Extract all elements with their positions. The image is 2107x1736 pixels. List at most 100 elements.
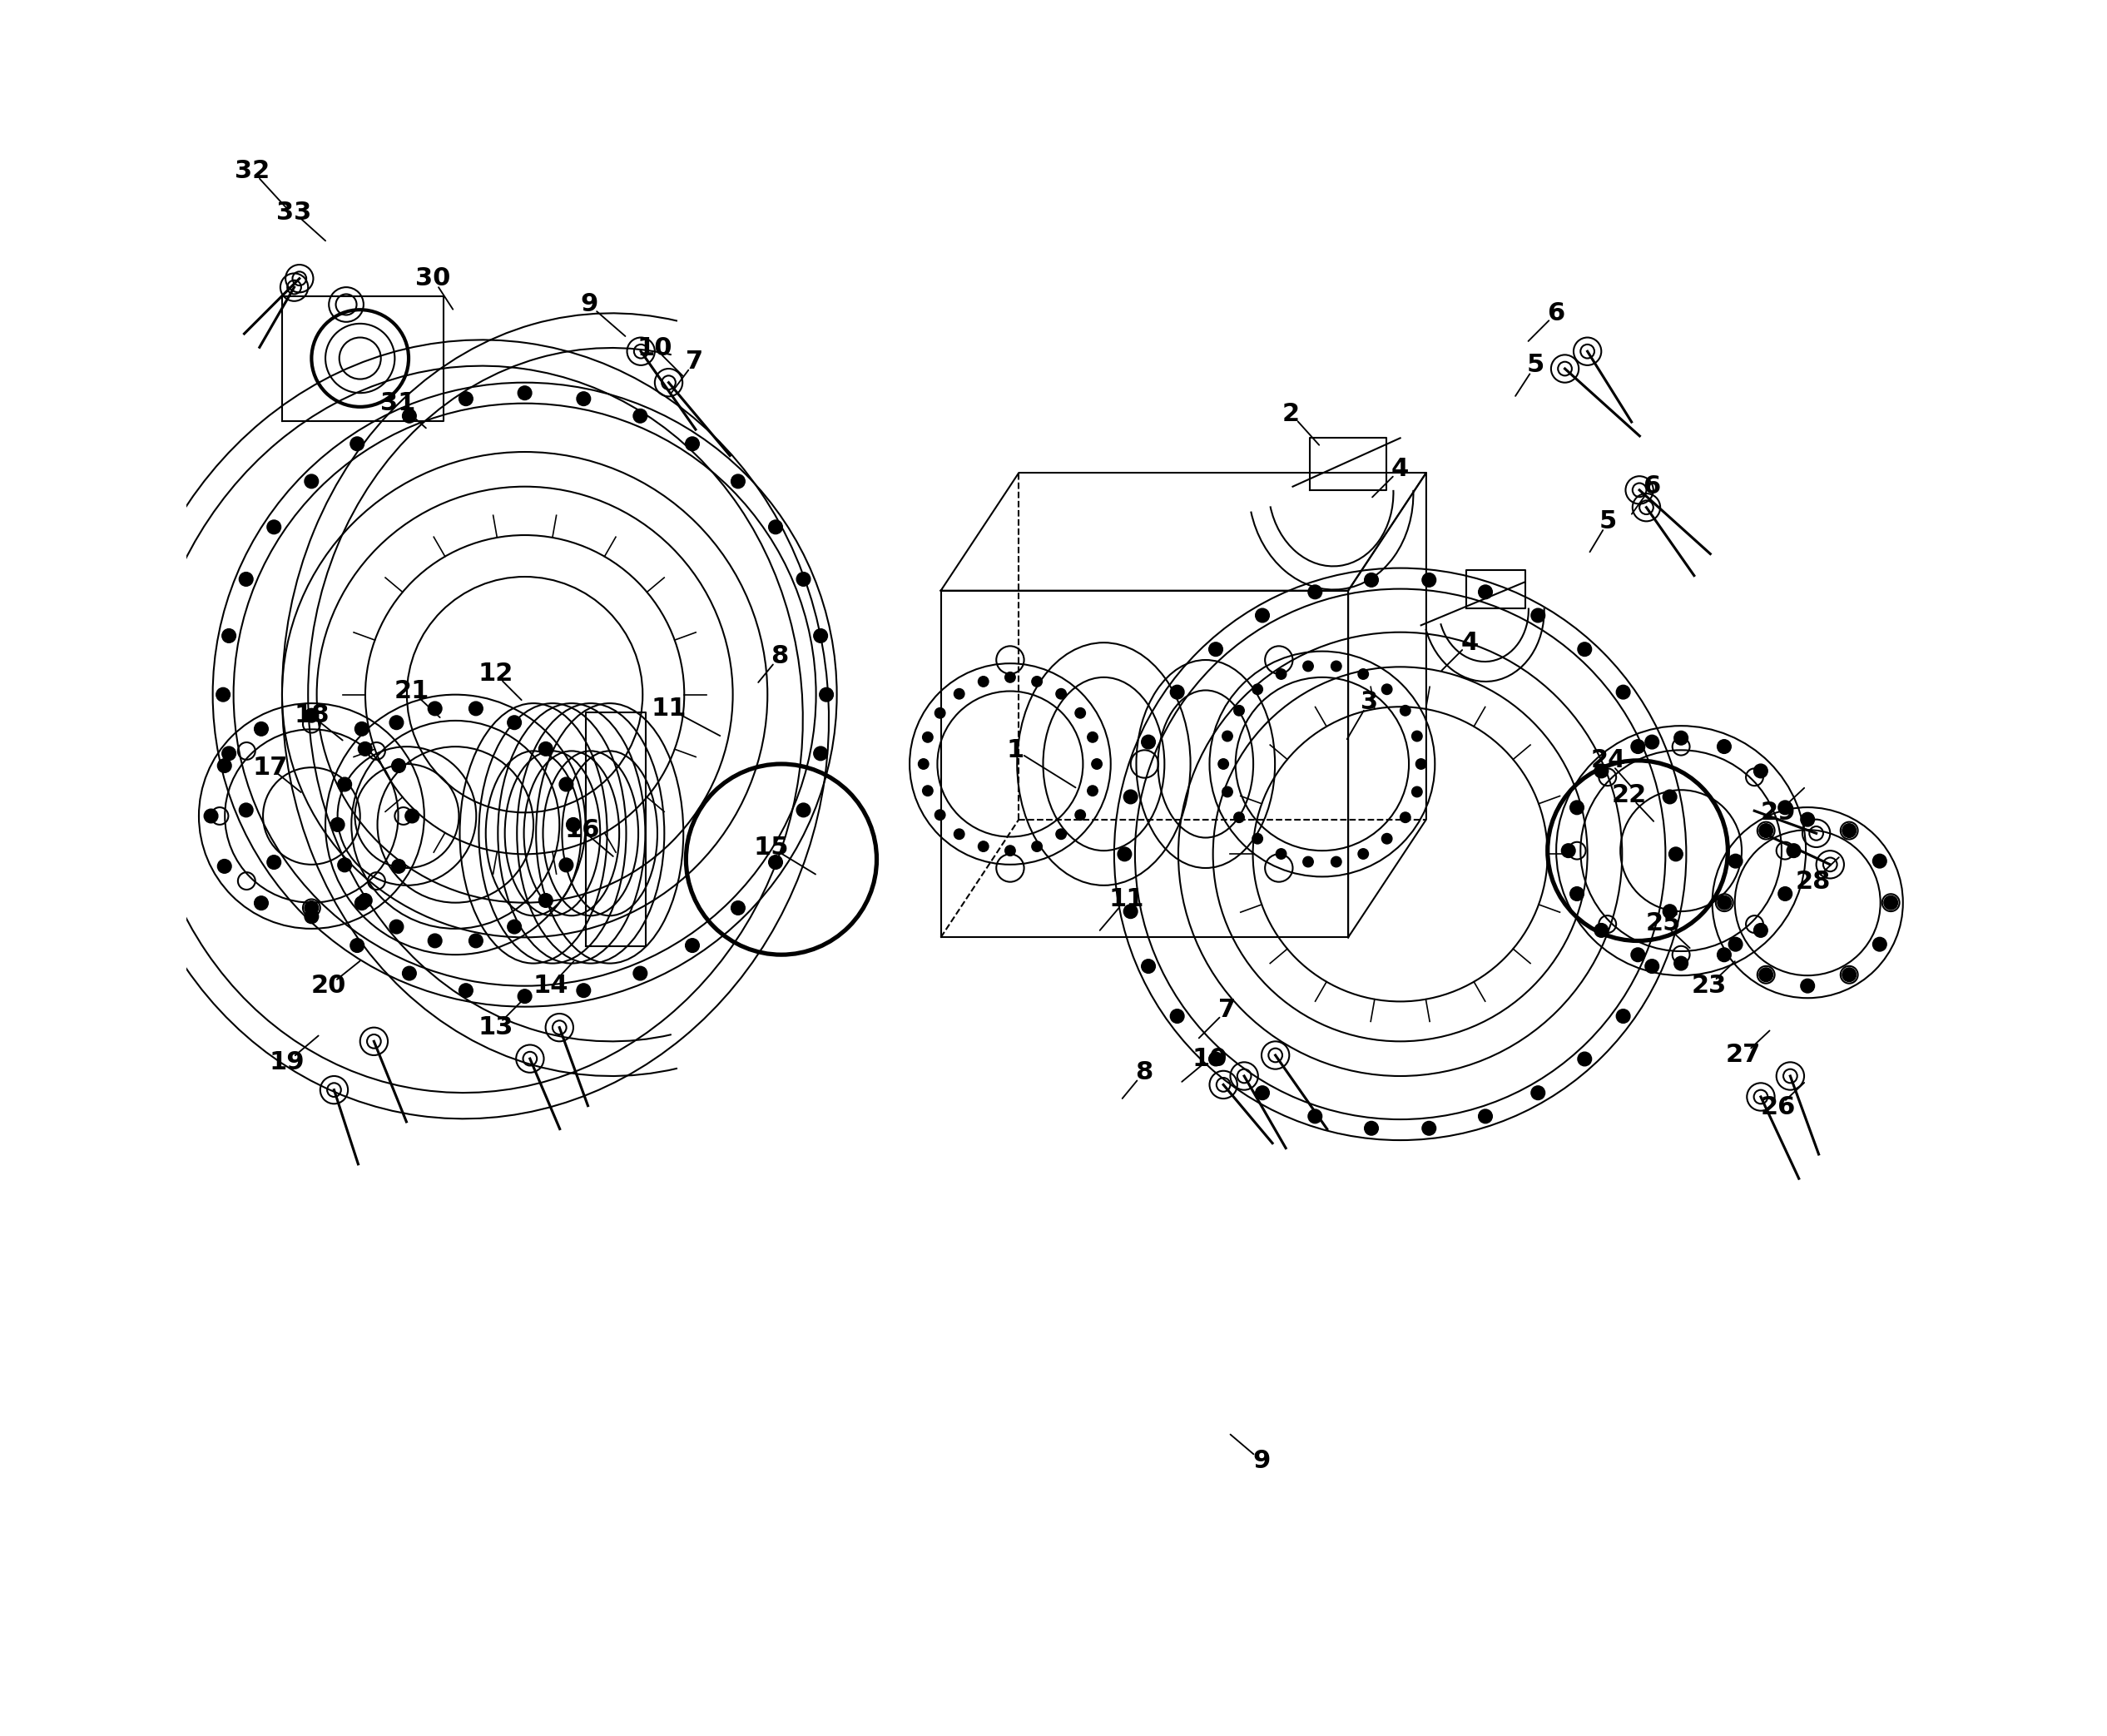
Circle shape (518, 385, 531, 399)
Circle shape (1401, 812, 1410, 823)
Circle shape (402, 967, 417, 981)
Circle shape (1753, 764, 1768, 778)
Circle shape (1570, 800, 1584, 814)
Circle shape (1787, 844, 1801, 858)
Circle shape (1728, 937, 1742, 951)
Text: 1: 1 (1007, 738, 1024, 762)
Circle shape (1842, 967, 1856, 981)
Circle shape (255, 722, 268, 736)
Circle shape (1873, 937, 1886, 951)
Circle shape (1032, 842, 1043, 852)
Circle shape (1308, 1109, 1321, 1123)
Circle shape (255, 896, 268, 910)
Circle shape (1717, 896, 1732, 910)
Circle shape (1717, 948, 1732, 962)
Text: 31: 31 (381, 391, 415, 415)
Circle shape (1075, 708, 1085, 719)
Text: 5: 5 (1528, 352, 1544, 377)
Circle shape (1218, 759, 1228, 769)
Circle shape (1578, 642, 1591, 656)
Circle shape (518, 990, 531, 1003)
Circle shape (1056, 828, 1066, 838)
Circle shape (1728, 854, 1742, 868)
Circle shape (1662, 904, 1677, 918)
Circle shape (1401, 705, 1410, 715)
Circle shape (358, 741, 373, 755)
Circle shape (1302, 856, 1313, 866)
Circle shape (1365, 1121, 1378, 1135)
Circle shape (796, 573, 811, 587)
Text: 27: 27 (1726, 1043, 1761, 1068)
Circle shape (813, 628, 828, 642)
Circle shape (392, 859, 405, 873)
Text: 26: 26 (1761, 1095, 1795, 1120)
Circle shape (1382, 684, 1393, 694)
Circle shape (1561, 844, 1576, 858)
Circle shape (1142, 734, 1155, 748)
Circle shape (1222, 731, 1233, 741)
Circle shape (221, 746, 236, 760)
Circle shape (1032, 677, 1043, 687)
Circle shape (769, 856, 782, 870)
Circle shape (337, 858, 352, 871)
Text: 10: 10 (636, 335, 672, 359)
Circle shape (954, 689, 965, 700)
Circle shape (358, 894, 373, 908)
Circle shape (634, 967, 647, 981)
Text: 33: 33 (276, 201, 312, 224)
Circle shape (1479, 585, 1492, 599)
Text: 11: 11 (651, 696, 687, 720)
Circle shape (1759, 823, 1772, 837)
Circle shape (204, 809, 217, 823)
Text: 25: 25 (1646, 911, 1681, 936)
Circle shape (1087, 733, 1098, 743)
Circle shape (923, 786, 933, 797)
Circle shape (1302, 661, 1313, 672)
Circle shape (919, 759, 929, 769)
Circle shape (1123, 790, 1138, 804)
Circle shape (390, 715, 402, 729)
Circle shape (306, 901, 318, 915)
Circle shape (1123, 904, 1138, 918)
Circle shape (539, 894, 552, 908)
Text: 22: 22 (1612, 783, 1646, 807)
Text: 18: 18 (293, 703, 329, 727)
Circle shape (1056, 689, 1066, 700)
Circle shape (1252, 833, 1262, 844)
Circle shape (470, 701, 483, 715)
Text: 14: 14 (533, 974, 569, 998)
Text: 28: 28 (1795, 870, 1831, 894)
Text: 32: 32 (236, 160, 270, 182)
Circle shape (221, 628, 236, 642)
Text: 6: 6 (1547, 300, 1566, 325)
Circle shape (402, 410, 417, 424)
Text: 17: 17 (253, 755, 287, 779)
Text: 16: 16 (565, 818, 600, 842)
Circle shape (1005, 845, 1016, 856)
Circle shape (390, 920, 402, 934)
Text: 21: 21 (394, 679, 430, 703)
Circle shape (978, 842, 988, 852)
Circle shape (306, 910, 318, 924)
Text: 8: 8 (1136, 1061, 1153, 1085)
Circle shape (354, 722, 369, 736)
Circle shape (337, 778, 352, 792)
Circle shape (1631, 948, 1646, 962)
Circle shape (459, 984, 472, 998)
Circle shape (820, 687, 834, 701)
Text: 11: 11 (1108, 887, 1144, 911)
Circle shape (405, 809, 419, 823)
Circle shape (1332, 856, 1342, 866)
Circle shape (217, 759, 232, 773)
Circle shape (634, 410, 647, 424)
Circle shape (470, 934, 483, 948)
Circle shape (1209, 642, 1222, 656)
Text: 10: 10 (1193, 1047, 1226, 1071)
Circle shape (217, 687, 230, 701)
Circle shape (796, 804, 811, 818)
Circle shape (1277, 849, 1287, 859)
Circle shape (1235, 705, 1245, 715)
Circle shape (1616, 1009, 1631, 1023)
Circle shape (1422, 573, 1437, 587)
Circle shape (1842, 823, 1856, 837)
